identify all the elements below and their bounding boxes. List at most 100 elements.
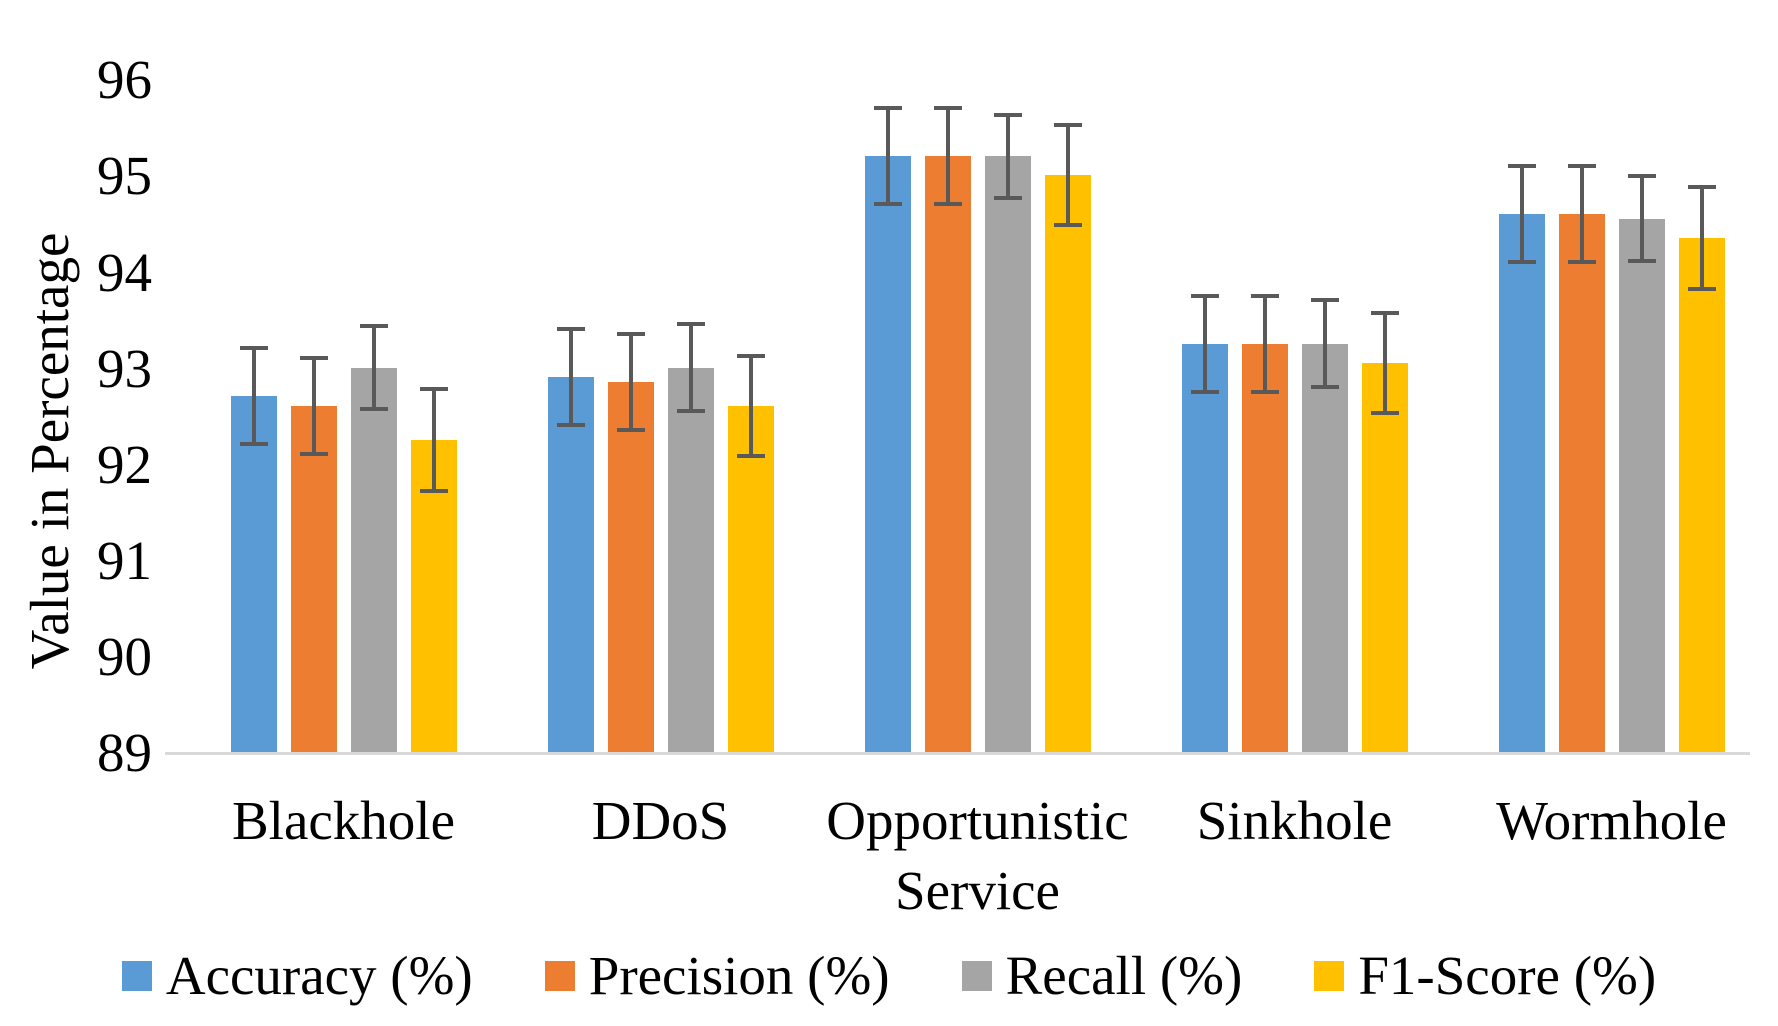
- x-category-label: Sinkhole: [1196, 790, 1393, 851]
- bar: [350, 367, 397, 752]
- y-tick-label: 90: [97, 625, 152, 687]
- x-category-label: Wormhole: [1496, 790, 1727, 851]
- legend-item: Recall (%): [961, 945, 1243, 1006]
- bar: [924, 156, 971, 752]
- legend: Accuracy (%) Precision (%) Recall (%) F1-Sc…: [0, 948, 1778, 1003]
- error-bar-cap-bottom: [239, 442, 268, 447]
- error-bar-cap-top: [873, 106, 902, 111]
- error-bar-line: [945, 108, 950, 205]
- error-bar-cap-bottom: [736, 454, 765, 458]
- error-bar-line: [251, 348, 256, 445]
- bar: [1241, 343, 1288, 752]
- error-bar-line: [1322, 300, 1327, 387]
- legend-label: Precision (%): [588, 945, 890, 1006]
- error-bar-line: [628, 333, 633, 431]
- legend-swatch: [544, 960, 575, 991]
- error-bar-line: [1639, 176, 1644, 261]
- error-bar-cap-bottom: [419, 488, 448, 493]
- error-bar-cap-top: [1053, 123, 1082, 128]
- error-bar-line: [1262, 295, 1267, 392]
- error-bar-cap-top: [359, 324, 388, 329]
- error-bar-cap-bottom: [993, 195, 1022, 200]
- legend-label: Accuracy (%): [165, 945, 473, 1006]
- error-bar-cap-top: [616, 331, 645, 336]
- error-bar-cap-top: [1370, 310, 1399, 315]
- error-bar-line: [1382, 312, 1387, 413]
- error-bar-cap-top: [1190, 293, 1219, 298]
- error-bar-cap-bottom: [1507, 259, 1536, 264]
- x-category-label: Blackhole: [232, 790, 455, 851]
- y-tick-label: 92: [97, 433, 152, 495]
- error-bar-line: [1579, 165, 1584, 262]
- y-tick-label: 96: [97, 49, 152, 111]
- bar: [1678, 237, 1725, 752]
- legend-item: Accuracy (%): [121, 945, 473, 1006]
- error-bar-cap-bottom: [1370, 410, 1399, 415]
- legend-swatch: [1314, 960, 1345, 991]
- error-bar-cap-top: [419, 386, 448, 391]
- x-category-label: DDoS: [591, 790, 730, 851]
- bar: [1361, 362, 1408, 752]
- error-bar-line: [431, 388, 436, 491]
- error-bar-cap-bottom: [1687, 286, 1716, 291]
- error-bar-line: [1519, 165, 1524, 262]
- bar: [1301, 343, 1348, 752]
- error-bar-cap-top: [933, 106, 962, 111]
- error-bar-cap-top: [736, 354, 765, 359]
- error-bar-line: [688, 324, 693, 411]
- error-bar-cap-top: [676, 322, 705, 327]
- error-bar-cap-top: [1687, 184, 1716, 189]
- error-bar-line: [1065, 125, 1070, 226]
- x-category-label: Opportunistic Service: [826, 790, 1129, 922]
- error-bar-cap-top: [993, 112, 1022, 117]
- bar: [547, 377, 594, 752]
- y-tick-label: 94: [97, 241, 152, 303]
- error-bar-cap-top: [1567, 163, 1596, 168]
- error-bar-line: [1699, 186, 1704, 289]
- legend-label: F1-Score (%): [1358, 945, 1657, 1006]
- y-tick-label: 91: [97, 529, 152, 591]
- error-bar-line: [748, 356, 753, 456]
- error-bar-cap-top: [239, 346, 268, 351]
- error-bar-line: [371, 326, 376, 409]
- legend-item: F1-Score (%): [1314, 948, 1656, 1003]
- legend-label: Recall (%): [1005, 945, 1243, 1006]
- error-bar-cap-bottom: [933, 202, 962, 207]
- bar: [1498, 213, 1545, 752]
- bar: [230, 396, 277, 752]
- error-bar-cap-top: [299, 355, 328, 360]
- bar: [727, 406, 774, 752]
- error-bar-line: [885, 108, 890, 205]
- error-bar-cap-bottom: [1567, 259, 1596, 264]
- error-bar-line: [1202, 295, 1207, 392]
- error-bar-cap-bottom: [616, 428, 645, 433]
- bar: [1618, 218, 1665, 752]
- bar: [984, 156, 1031, 752]
- error-bar-cap-bottom: [1190, 389, 1219, 394]
- error-bar-cap-top: [1250, 293, 1279, 298]
- x-axis-line: [165, 752, 1750, 755]
- error-bar-cap-top: [556, 327, 585, 332]
- error-bar-cap-bottom: [556, 423, 585, 428]
- bar: [290, 406, 337, 752]
- y-tick-label: 95: [97, 145, 152, 207]
- error-bar-line: [568, 329, 573, 426]
- error-bar-cap-bottom: [1627, 258, 1656, 263]
- error-bar-line: [1005, 114, 1010, 198]
- bar: [667, 367, 714, 752]
- y-tick-label: 93: [97, 337, 152, 399]
- error-bar-cap-top: [1627, 174, 1656, 179]
- bar: [607, 382, 654, 752]
- error-bar-cap-bottom: [1310, 384, 1339, 389]
- error-bar-cap-bottom: [873, 202, 902, 207]
- error-bar-cap-bottom: [1053, 223, 1082, 228]
- error-bar-cap-bottom: [1250, 389, 1279, 394]
- legend-swatch: [961, 960, 992, 991]
- legend-item: Precision (%): [544, 945, 890, 1006]
- bar: [1558, 213, 1605, 752]
- legend-swatch: [121, 960, 152, 991]
- error-bar-cap-top: [1310, 298, 1339, 303]
- error-bar-line: [311, 357, 316, 455]
- error-bar-cap-top: [1507, 163, 1536, 168]
